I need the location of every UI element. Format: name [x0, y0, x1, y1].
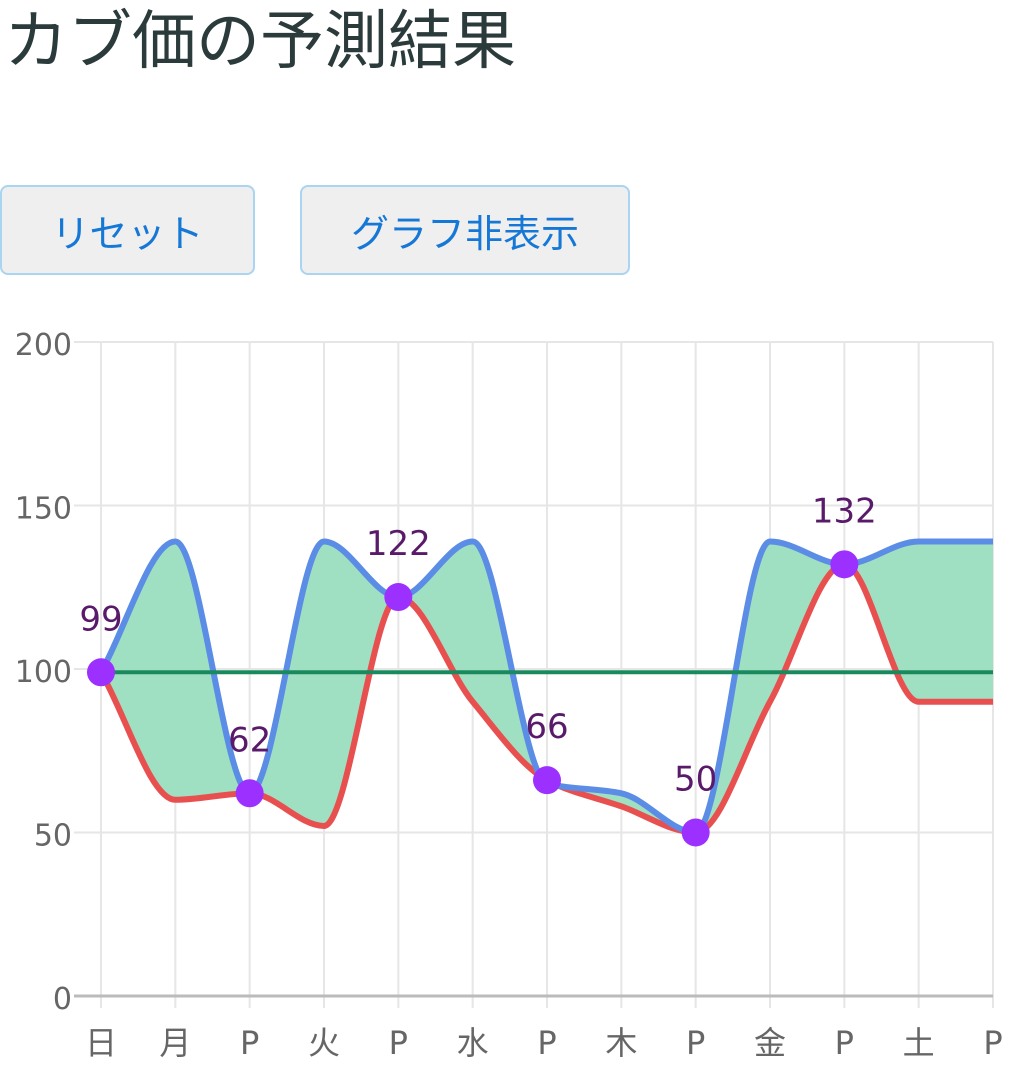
axis-labels: 0 50 100 150 200 日 月 P 火 P 水 P 木 P 金 P 土 P — [15, 328, 1003, 1062]
price-point — [235, 779, 264, 808]
x-tick-label: 木 — [605, 1024, 637, 1062]
price-forecast-chart: 99 62 122 66 50 132 0 50 100 150 200 日 月 P 火 P 水 P 木 P 金 P 土 P — [15, 328, 1003, 1062]
reset-button[interactable]: リセット — [0, 185, 255, 275]
x-tick-label: P — [389, 1024, 408, 1062]
price-point — [830, 550, 859, 579]
toggle-graph-button[interactable]: グラフ非表示 — [300, 185, 630, 275]
y-tick-label: 150 — [15, 492, 72, 527]
price-point-label: 99 — [79, 599, 122, 639]
y-tick-label: 50 — [34, 819, 72, 854]
x-tick-label: P — [835, 1024, 854, 1062]
price-point-label: 132 — [812, 491, 877, 531]
y-tick-label: 100 — [15, 655, 72, 690]
x-tick-label: P — [686, 1024, 705, 1062]
x-tick-label: P — [537, 1024, 556, 1062]
price-point — [384, 583, 413, 612]
price-point-label: 122 — [366, 524, 431, 564]
price-points: 99 62 122 66 50 132 — [79, 491, 877, 847]
price-point-label: 62 — [228, 720, 271, 760]
price-point-label: 66 — [525, 707, 568, 747]
x-tick-label: 水 — [457, 1024, 489, 1062]
price-point — [681, 818, 710, 847]
price-point — [533, 766, 561, 795]
page-title: カブ価の予測結果 — [4, 5, 516, 79]
y-tick-label: 0 — [53, 982, 72, 1017]
max-price-line — [98, 538, 993, 836]
price-point-label: 50 — [674, 760, 717, 800]
x-tick-label: 日 — [85, 1024, 117, 1062]
y-tick-label: 200 — [15, 328, 72, 363]
x-tick-label: P — [983, 1024, 1002, 1062]
price-point — [87, 658, 115, 687]
x-tick-label: P — [240, 1024, 259, 1062]
x-tick-label: 月 — [159, 1024, 191, 1062]
x-tick-label: 土 — [903, 1024, 935, 1062]
forecast-band — [101, 541, 993, 833]
forecast-band-area — [101, 541, 993, 833]
x-tick-label: 金 — [754, 1024, 786, 1062]
x-tick-label: 火 — [308, 1024, 340, 1062]
